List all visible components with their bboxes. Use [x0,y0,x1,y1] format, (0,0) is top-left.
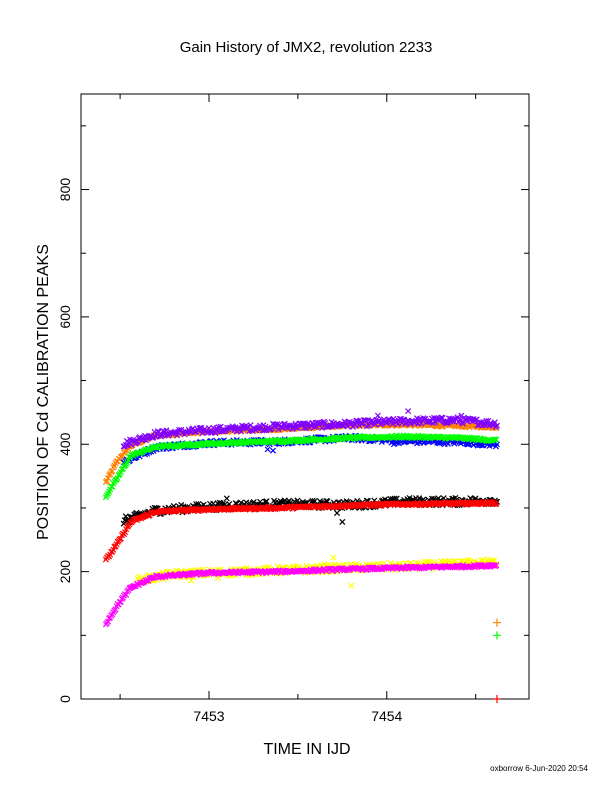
data-point [117,535,124,542]
data-point [263,498,270,505]
y-tick-label: 400 [57,432,73,456]
extra-marker [493,618,501,627]
series-5 [102,498,500,563]
data-point [483,417,490,424]
data-point [458,558,465,565]
x-axis-label: TIME IN IJD [263,741,350,758]
data-point [424,558,432,565]
data-point [459,420,466,427]
data-point-outlier [405,408,412,415]
data-point-outlier [333,510,341,517]
data-point [163,442,170,449]
extra-marker [493,695,501,703]
data-point [109,483,116,490]
data-point [492,501,499,508]
plot-frame [80,93,530,700]
extra-marker [493,631,501,640]
y-tick-label: 0 [57,695,73,703]
data-point-outlier [339,518,346,525]
data-point [324,423,331,430]
data-point [493,562,500,569]
data-point [491,436,498,443]
data-point [451,558,458,565]
data-point [224,439,231,446]
data-point [299,420,306,427]
x-tick-label: 7454 [371,708,402,724]
footer-timestamp: oxborrow 6-Jun-2020 20:54 [490,764,588,773]
x-axis-ticks: 7453 7454 [119,94,477,724]
data-point [491,419,498,426]
data-point [123,591,130,598]
data-point [394,420,401,428]
data-point [491,557,498,564]
data-point-outlier [264,446,271,453]
data-series-layer [102,408,501,703]
data-point [493,441,501,448]
data-point [442,419,449,427]
extra-markers [493,618,501,703]
data-point [493,500,500,508]
data-point [149,574,156,581]
data-point [440,495,447,502]
plot-area: 0 200 400 600 800 7453 7454 [57,93,530,724]
data-point [278,499,285,506]
y-axis-label: POSITION OF Cd CALIBRATION PEAKS [35,244,52,540]
data-point [416,495,423,502]
y-tick-label: 800 [57,178,73,202]
data-point [493,422,501,429]
chart-title: Gain History of JMX2, revolution 2233 [180,39,433,56]
data-point-outlier [348,582,355,589]
data-point-outlier [458,412,465,419]
y-tick-label: 200 [57,560,73,584]
data-point [362,417,369,424]
data-point [311,497,318,504]
data-point [471,500,478,507]
data-point [122,513,129,520]
data-point-outlier [330,554,337,561]
data-point [462,501,469,508]
data-point [173,432,181,439]
y-tick-label: 600 [57,305,73,329]
series-3 [102,432,500,501]
data-point [478,557,485,564]
data-point [195,500,202,508]
data-point-outlier [269,447,277,454]
x-tick-label: 7453 [193,708,224,724]
data-point [492,436,499,443]
series-1 [120,408,501,450]
data-point [154,509,161,516]
data-point [116,599,123,606]
data-point [127,514,134,521]
data-point [325,565,332,572]
data-point-outlier [188,577,195,584]
series-7 [102,561,500,628]
data-point-outlier [390,441,397,448]
data-point [493,436,500,443]
data-point-outlier [321,560,328,568]
data-point-outlier [223,495,230,502]
data-point [389,421,396,428]
data-point [197,424,204,431]
data-point-outlier [374,412,381,419]
data-point [237,428,245,435]
y-axis-ticks: 0 200 400 600 800 [57,125,529,703]
data-point [108,483,115,490]
data-point [130,583,137,590]
data-point [319,424,326,432]
